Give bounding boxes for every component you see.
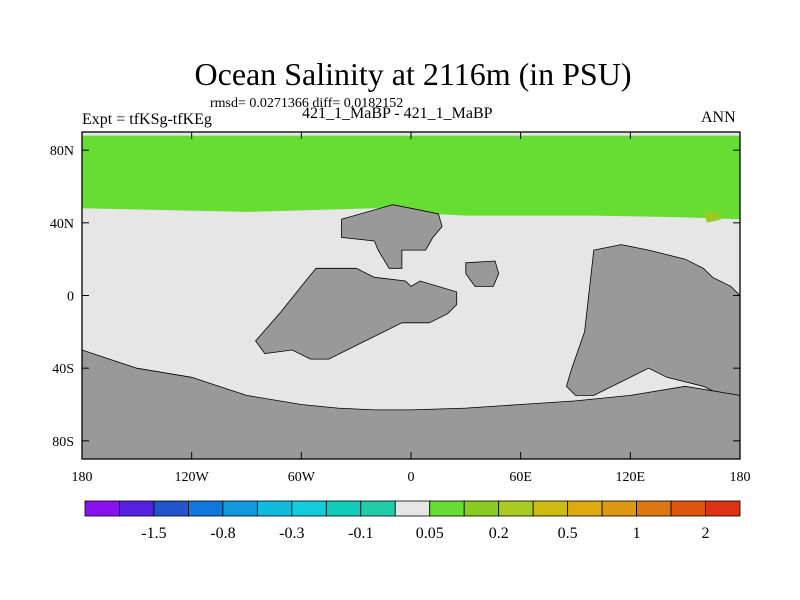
experiment-label: Expt = tfKSg-tfKEg: [82, 111, 212, 128]
colorbar-box: [567, 500, 603, 517]
season-label: ANN: [701, 109, 736, 126]
colorbar-box: [394, 500, 431, 517]
y-tick-label: 40N: [50, 217, 74, 232]
colorbar-label: 0.05: [416, 525, 444, 542]
x-tick-label: 60E: [509, 470, 532, 485]
stats-line: rmsd= 0.0271366 diff= 0.0182152: [210, 96, 404, 111]
colorbar-box: [601, 500, 637, 517]
colorbar-box: [532, 500, 569, 517]
colorbar: -1.5 -0.8 -0.3 -0.1 0.05 0.2 0.5 1 2: [84, 500, 741, 542]
colorbar-box: [188, 500, 224, 517]
y-tick-label: 40S: [52, 362, 74, 377]
y-tick-label: 80S: [52, 435, 74, 450]
colorbar-box: [498, 500, 534, 517]
land-mass-northern-continent: [341, 204, 443, 269]
x-tick-label: 0: [408, 470, 415, 485]
colorbar-label: -0.8: [210, 525, 235, 542]
colorbar-box: [670, 500, 706, 517]
land-masses: [82, 204, 740, 459]
land-mass-central-continent: [255, 267, 458, 360]
anomaly-regions: [82, 135, 740, 223]
colorbar-label: -0.1: [348, 525, 373, 542]
anomaly-region: [703, 211, 722, 223]
colorbar-box: [84, 500, 120, 517]
x-tick-label: 180: [72, 470, 93, 485]
land-mass-southern-continent: [82, 349, 740, 459]
colorbar-box: [360, 500, 396, 517]
colorbar-box: [705, 500, 741, 517]
x-tick-label: 60W: [288, 470, 316, 485]
colorbar-box: [119, 500, 155, 517]
colorbar-box: [222, 500, 258, 517]
colorbar-label: 2: [702, 525, 710, 542]
land-mass-island: [465, 260, 500, 287]
x-tick-label: 120W: [175, 470, 210, 485]
colorbar-box: [429, 500, 465, 517]
colorbar-box: [463, 500, 500, 517]
colorbar-label: 0.5: [558, 525, 578, 542]
colorbar-label: -1.5: [141, 525, 166, 542]
chart-title: Ocean Salinity at 2116m (in PSU): [194, 56, 632, 92]
cases-label: 421_1_MaBP - 421_1_MaBP: [302, 105, 493, 122]
y-tick-label: 80N: [50, 144, 74, 159]
colorbar-box: [256, 500, 293, 517]
colorbar-box: [291, 500, 327, 517]
anomaly-region: [82, 135, 740, 220]
colorbar-box: [636, 500, 672, 517]
y-tick-label: 0: [67, 290, 74, 305]
colorbar-label: 0.2: [489, 525, 509, 542]
colorbar-label: 1: [633, 525, 641, 542]
colorbar-box: [325, 500, 362, 517]
colorbar-box: [153, 500, 189, 517]
colorbar-label: -0.3: [279, 525, 304, 542]
axes: 180 120W 60W 0 60E 120E 180 80N 40N 0 40S 80S: [50, 132, 751, 485]
x-tick-label: 180: [730, 470, 751, 485]
x-tick-label: 120E: [616, 470, 646, 485]
